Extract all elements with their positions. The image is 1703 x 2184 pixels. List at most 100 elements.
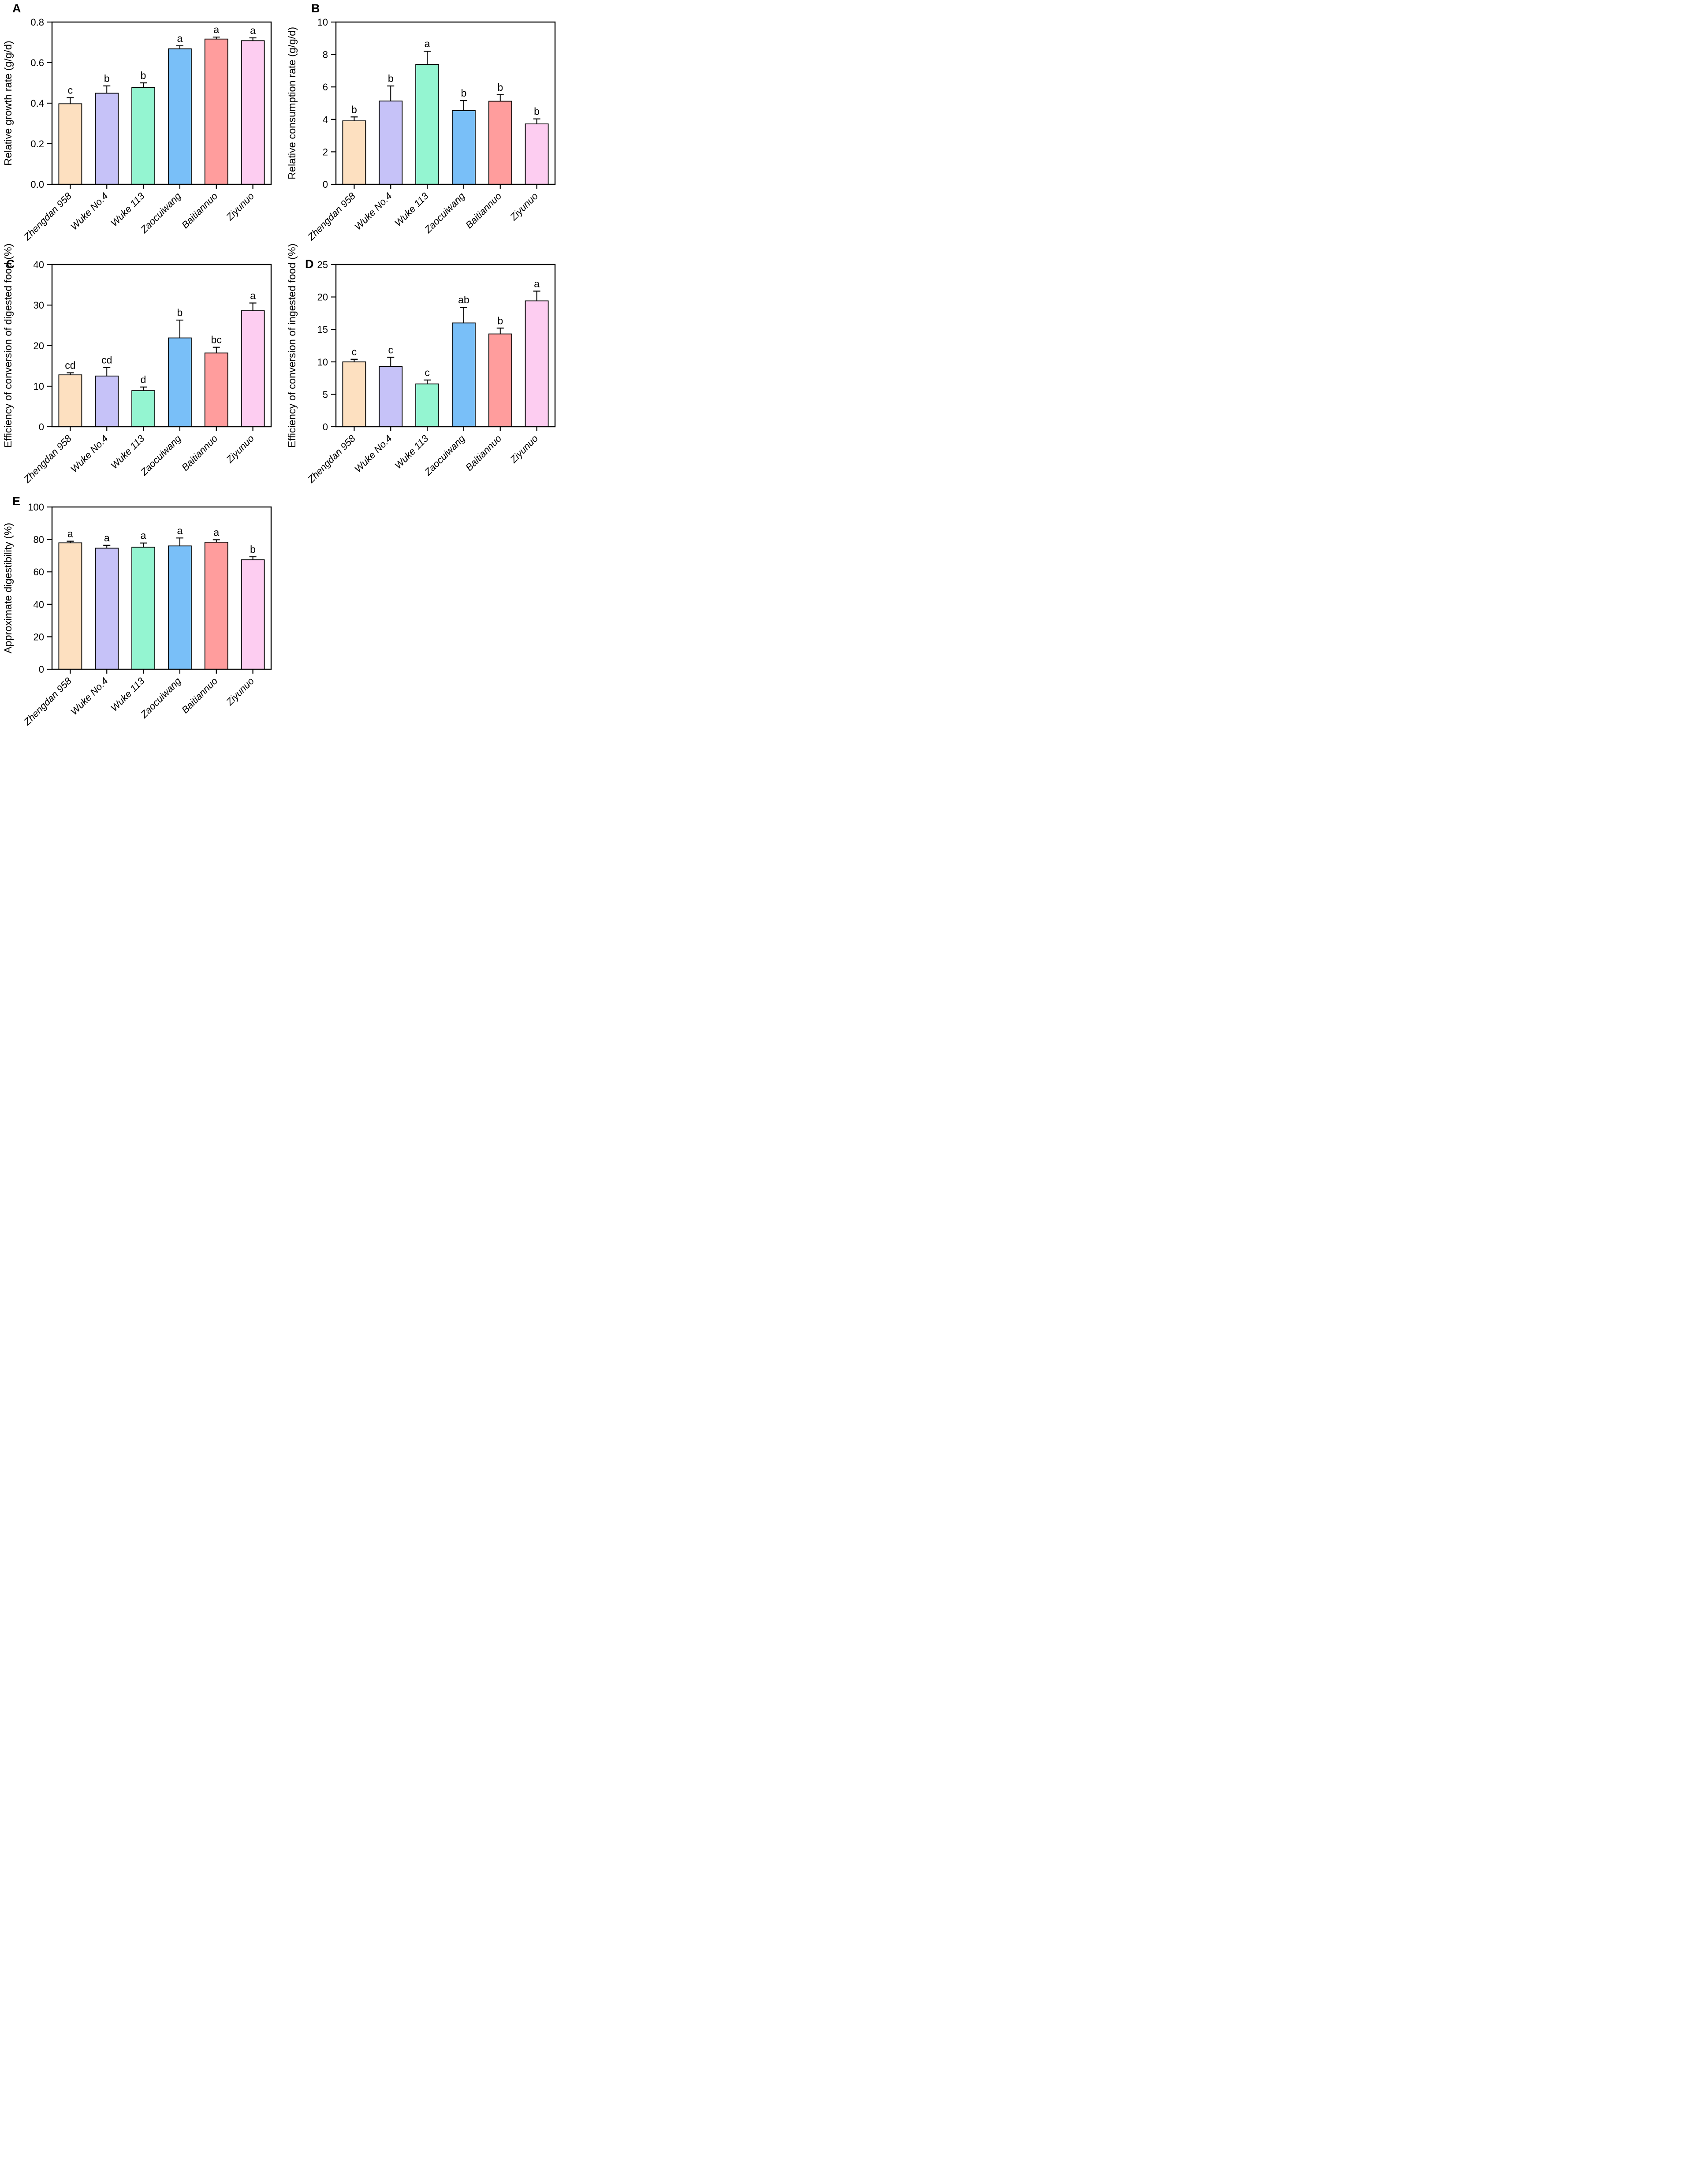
y-tick-label: 10 <box>34 381 44 392</box>
x-tick-label-zhengdan-958: Zhengdan 958 <box>305 190 358 242</box>
bar-ziyunuo <box>525 300 549 427</box>
sig-letter-zaocuiwang: b <box>461 87 467 99</box>
bar-wuke-113 <box>131 87 155 185</box>
bar-zhengdan-958 <box>58 374 82 427</box>
panel-E-letter: E <box>12 495 21 508</box>
sig-letter-wuke-113: d <box>141 374 146 385</box>
panel-A-letter: A <box>12 2 21 15</box>
x-tick-label-wuke-113: Wuke 113 <box>392 190 431 228</box>
panel-E-chart: 0 20 40 60 80 100 a Zhengdan 958 a Wuke No.4 a Wuke… <box>2 502 272 727</box>
bar-wuke-no-4 <box>95 548 119 670</box>
y-axis-title: Efficiency of conversion of ingested foo… <box>286 243 298 447</box>
bar-zaocuiwang <box>168 337 192 427</box>
bar-zhengdan-958 <box>58 103 82 185</box>
panel-A: A 0.0 0.2 0.4 0.6 0.8 c Zhengdan 958 b Wuke No.4… <box>0 0 284 242</box>
sig-letter-zhengdan-958: c <box>352 346 357 358</box>
x-tick-label-baitiannuo: Baitiannuo <box>463 190 503 231</box>
bar-ziyunuo <box>241 310 265 427</box>
panel-B-letter: B <box>311 2 320 15</box>
bar-baitiannuo <box>488 101 512 185</box>
y-tick-label: 2 <box>323 146 328 157</box>
sig-letter-ziyunuo: a <box>250 290 256 301</box>
bar-zhengdan-958 <box>342 361 366 427</box>
y-tick-label: 4 <box>323 114 328 125</box>
sig-letter-wuke-no-4: cd <box>101 354 112 366</box>
plot-border <box>335 264 556 428</box>
sig-letter-baitiannuo: bc <box>211 334 222 346</box>
y-tick-label: 0.6 <box>30 57 44 68</box>
x-tick-label-wuke-no-4: Wuke No.4 <box>352 433 394 475</box>
x-tick-label-ziyunuo: Ziyunuo <box>224 675 256 708</box>
sig-letter-ziyunuo: a <box>250 25 256 36</box>
bar-wuke-113 <box>131 547 155 670</box>
sig-letter-ziyunuo: a <box>534 278 540 289</box>
sig-letter-zhengdan-958: cd <box>65 360 75 371</box>
bar-zhengdan-958 <box>58 542 82 670</box>
panel-D-chart: 0 5 10 15 20 25 c Zhengdan 958 c Wuke No.4 c Wuke 1… <box>286 243 556 485</box>
sig-letter-zhengdan-958: a <box>67 528 73 540</box>
sig-letter-ziyunuo: b <box>534 106 540 117</box>
sig-letter-wuke-113: a <box>425 38 430 49</box>
bar-wuke-no-4 <box>379 366 403 427</box>
x-tick-label-baitiannuo: Baitiannuo <box>463 433 503 473</box>
x-tick-label-wuke-113: Wuke 113 <box>108 432 147 471</box>
sig-letter-baitiannuo: b <box>497 82 503 93</box>
x-tick-label-zhengdan-958: Zhengdan 958 <box>21 190 74 242</box>
sig-letter-baitiannuo: a <box>213 24 219 35</box>
y-axis-title: Efficiency of conversion of digested foo… <box>2 243 14 447</box>
y-tick-label: 10 <box>317 357 328 368</box>
bar-ziyunuo <box>525 123 549 185</box>
y-tick-label: 40 <box>34 259 44 270</box>
y-tick-label: 100 <box>28 502 44 513</box>
x-tick-label-zhengdan-958: Zhengdan 958 <box>21 432 74 485</box>
y-tick-label: 20 <box>34 340 44 351</box>
sig-letter-wuke-no-4: b <box>388 73 394 84</box>
panel-E: E 0 20 40 60 80 100 a Zhengdan 958 a Wuke No.4 a Wu… <box>0 485 284 727</box>
x-tick-label-ziyunuo: Ziyunuo <box>507 190 540 223</box>
sig-letter-wuke-no-4: b <box>104 73 110 84</box>
y-tick-label: 30 <box>34 300 44 311</box>
x-tick-label-ziyunuo: Ziyunuo <box>507 433 540 466</box>
y-tick-label: 0.0 <box>30 179 44 190</box>
bar-wuke-113 <box>415 383 439 427</box>
x-tick-label-ziyunuo: Ziyunuo <box>224 433 256 466</box>
y-tick-label: 6 <box>323 82 328 93</box>
panel-A-chart: 0.0 0.2 0.4 0.6 0.8 c Zhengdan 958 b Wuke No.4 b W… <box>2 17 272 242</box>
x-tick-label-baitiannuo: Baitiannuo <box>179 190 220 231</box>
bar-zaocuiwang <box>168 48 192 185</box>
bar-baitiannuo <box>204 38 228 185</box>
y-axis-title: Approximate digestibility (%) <box>2 523 14 653</box>
sig-letter-zhengdan-958: b <box>351 104 357 115</box>
x-tick-label-ziyunuo: Ziyunuo <box>224 190 256 223</box>
plot-border <box>335 21 556 185</box>
x-tick-label-zhengdan-958: Zhengdan 958 <box>305 432 358 485</box>
y-tick-label: 20 <box>317 292 328 303</box>
y-tick-label: 8 <box>323 49 328 60</box>
plot-border <box>51 506 272 670</box>
sig-letter-zaocuiwang: a <box>177 33 183 44</box>
y-tick-label: 60 <box>34 566 44 578</box>
bar-zaocuiwang <box>452 322 476 427</box>
y-tick-label: 15 <box>317 324 328 335</box>
y-tick-label: 0.2 <box>30 138 44 149</box>
five-panel-bar-figure: A 0.0 0.2 0.4 0.6 0.8 c Zhengdan 958 b Wuke No.4… <box>0 0 568 727</box>
x-tick-label-wuke-no-4: Wuke No.4 <box>68 190 110 232</box>
sig-letter-baitiannuo: b <box>497 315 503 326</box>
x-tick-label-wuke-113: Wuke 113 <box>108 190 147 228</box>
bar-ziyunuo <box>241 559 265 670</box>
panel-C-letter: C <box>6 257 15 271</box>
empty-cell <box>284 485 568 727</box>
panel-C: C 0 10 20 30 40 cd Zhengdan 958 cd Wuke No.4 d Wuk… <box>0 242 284 485</box>
plot-border <box>51 264 272 428</box>
x-tick-label-zhengdan-958: Zhengdan 958 <box>21 675 74 727</box>
y-tick-label: 0 <box>39 664 44 675</box>
sig-letter-ziyunuo: b <box>250 544 256 555</box>
x-tick-label-baitiannuo: Baitiannuo <box>179 675 220 716</box>
panel-C-chart: 0 10 20 30 40 cd Zhengdan 958 cd Wuke No.4 d Wuke … <box>2 243 272 485</box>
y-tick-label: 0 <box>323 179 328 190</box>
y-tick-label: 40 <box>34 599 44 610</box>
bar-wuke-113 <box>415 64 439 185</box>
y-tick-label: 0.8 <box>30 17 44 28</box>
x-tick-label-wuke-no-4: Wuke No.4 <box>68 675 110 717</box>
x-tick-label-wuke-113: Wuke 113 <box>108 675 147 713</box>
